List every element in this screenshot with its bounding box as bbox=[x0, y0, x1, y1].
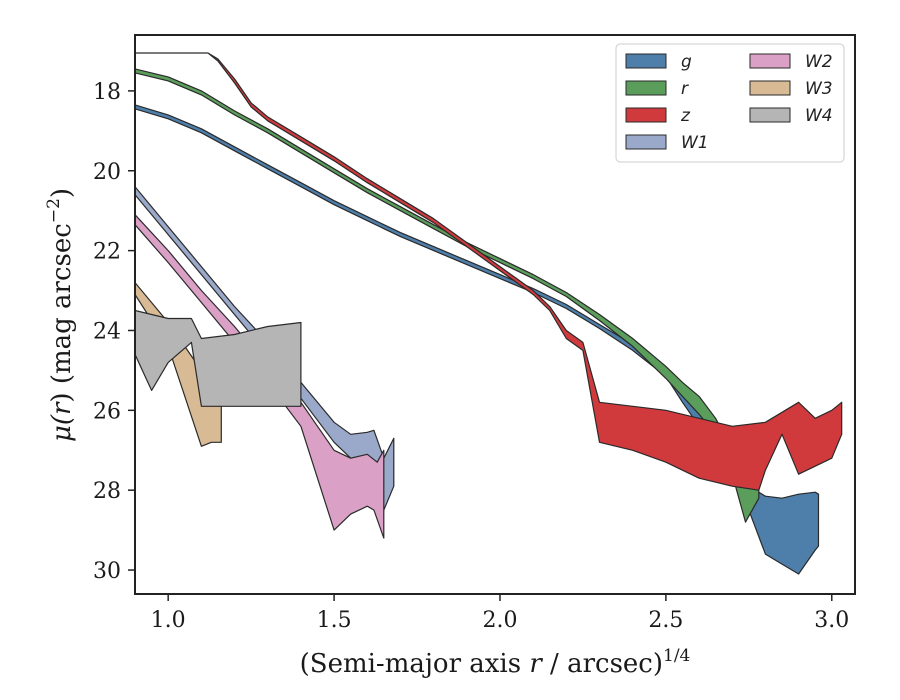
plot-frame bbox=[134, 34, 856, 595]
legend-swatch-r bbox=[625, 80, 667, 96]
x-tick-label: 1.0 bbox=[151, 608, 186, 633]
x-axis-title: (Semi-major axis r / arcsec)1/4 bbox=[300, 646, 691, 679]
band-layer bbox=[135, 52, 843, 575]
legend-swatch-w4 bbox=[749, 107, 791, 123]
legend-label-w2: W2 bbox=[805, 52, 833, 72]
y-tick-label: 18 bbox=[93, 80, 121, 105]
x-tick-label: 2.5 bbox=[648, 608, 683, 633]
band-g bbox=[135, 104, 820, 575]
y-tick-label: 22 bbox=[93, 240, 121, 265]
legend-label-w4: W4 bbox=[805, 106, 833, 126]
band-r bbox=[135, 68, 760, 523]
x-tick-label: 2.0 bbox=[482, 608, 517, 633]
legend: grz W1 W2 W3 W4 bbox=[615, 43, 845, 163]
y-tick-label: 28 bbox=[93, 479, 121, 504]
legend-swatch-w2 bbox=[749, 53, 791, 69]
x-tick-label: 3.0 bbox=[814, 608, 849, 633]
y-tick-label: 26 bbox=[93, 399, 121, 424]
y-tick-label: 20 bbox=[93, 160, 121, 185]
band-w4 bbox=[135, 309, 302, 407]
legend-swatch-g bbox=[625, 53, 667, 69]
y-tick-label: 24 bbox=[93, 319, 121, 344]
legend-label-g: g bbox=[681, 52, 692, 72]
legend-label-r: r bbox=[681, 79, 689, 99]
legend-swatch-w1 bbox=[625, 134, 667, 150]
legend-swatch-z bbox=[625, 107, 667, 123]
legend-label-w3: W3 bbox=[805, 79, 833, 99]
x-tick-label: 1.5 bbox=[317, 608, 352, 633]
legend-label-z: z bbox=[680, 106, 691, 126]
y-axis-title: μ(r) (mag arcsec−2) bbox=[44, 188, 77, 442]
y-tick-label: 30 bbox=[93, 559, 121, 584]
tick-layer: 1.0 1.5 2.0 2.5 3.0 18 20 22 24 26 28 30 bbox=[93, 80, 849, 633]
legend-frame bbox=[615, 43, 845, 163]
legend-label-w1: W1 bbox=[681, 133, 709, 153]
band-z bbox=[135, 52, 843, 491]
legend-swatch-w3 bbox=[749, 80, 791, 96]
